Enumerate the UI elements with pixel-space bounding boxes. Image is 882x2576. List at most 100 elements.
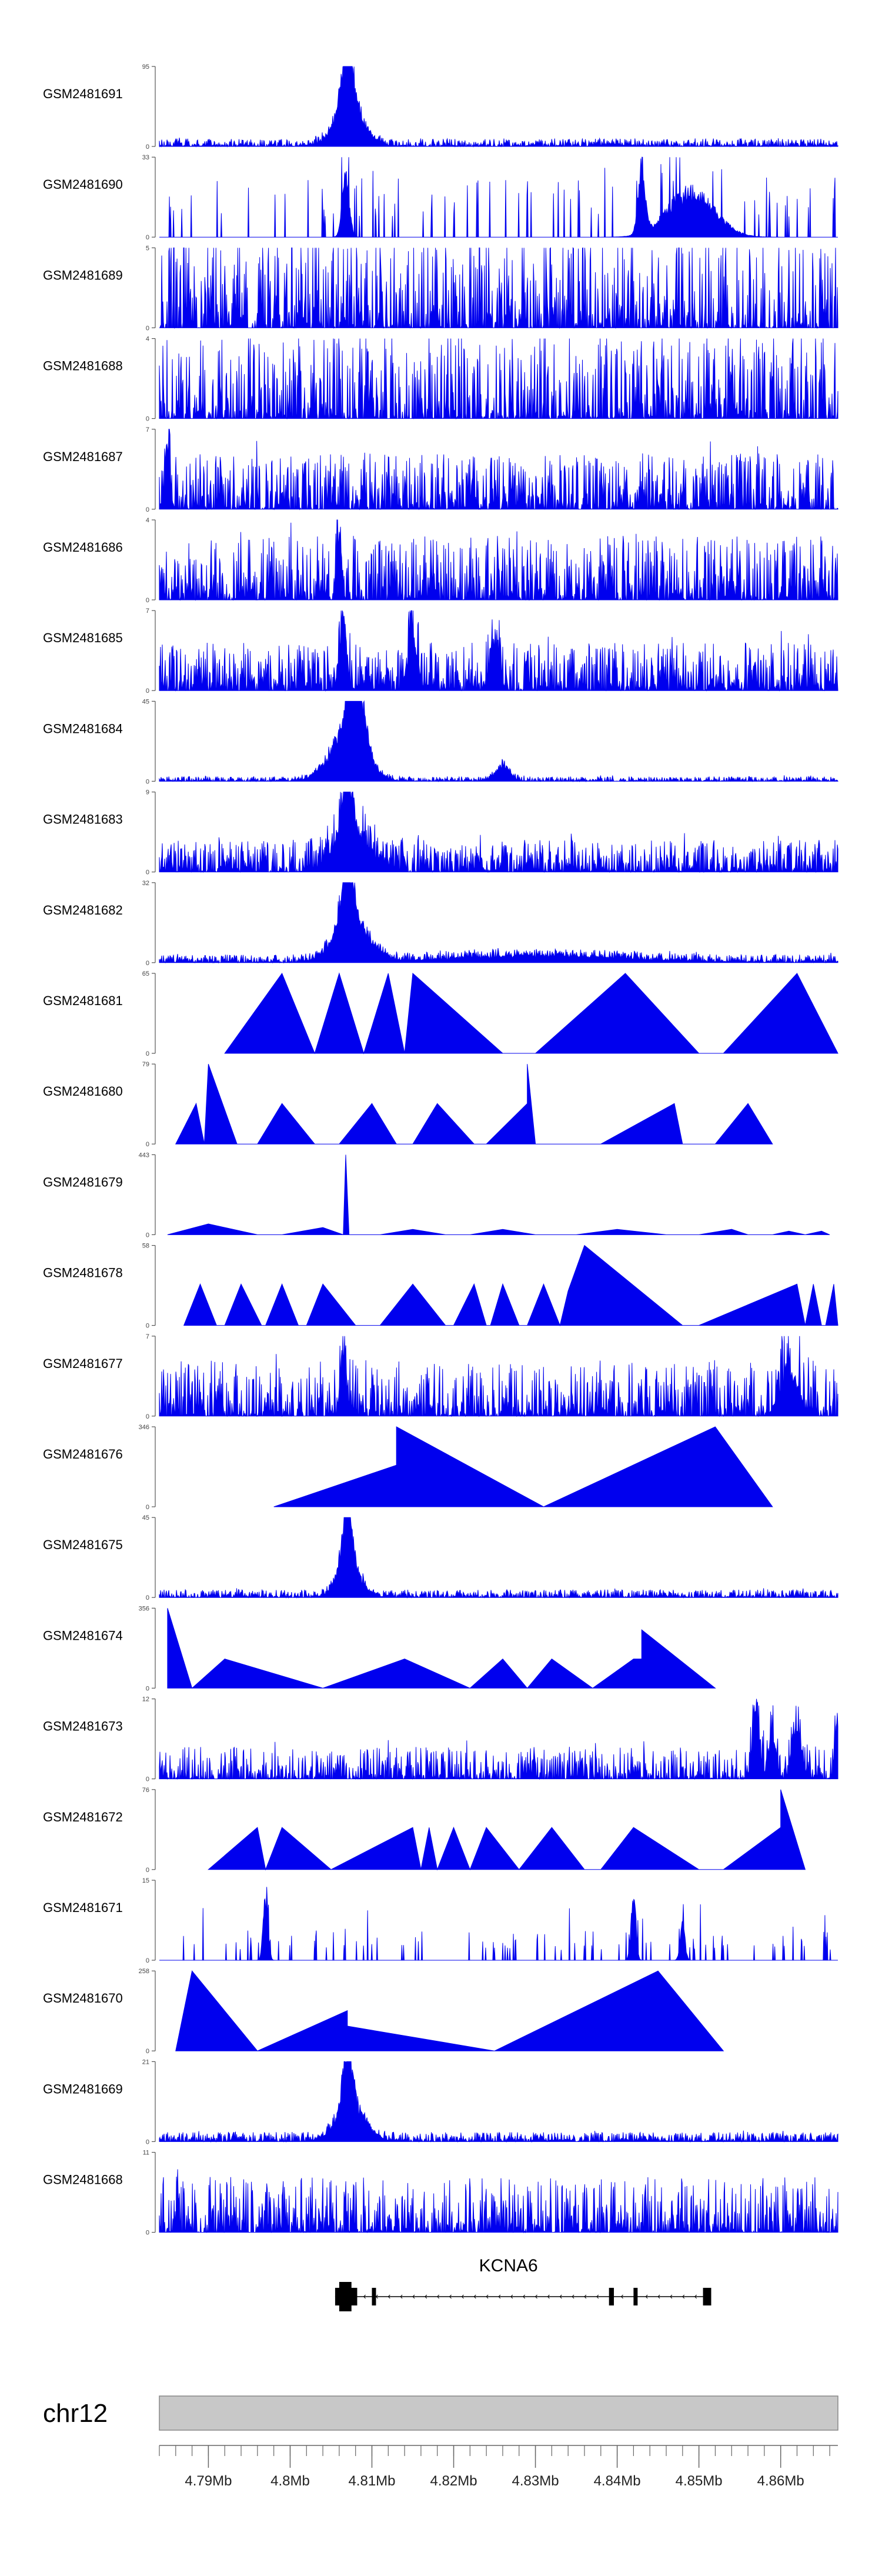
y-max-label: 76 <box>142 1787 149 1794</box>
track-label: GSM2481682 <box>43 903 123 917</box>
y-max-label: 443 <box>139 1152 149 1159</box>
coverage-area <box>159 2169 838 2234</box>
y-min-label: 0 <box>146 778 149 785</box>
y-max-label: 258 <box>139 1968 149 1975</box>
coverage-area <box>159 429 838 510</box>
strand-arrow <box>559 2294 562 2299</box>
x-tick-label: 4.79Mb <box>185 2473 232 2489</box>
strand-arrow <box>449 2294 452 2299</box>
track-label: GSM2481681 <box>43 993 123 1008</box>
y-min-label: 0 <box>146 1867 149 1874</box>
y-max-label: 32 <box>142 880 149 887</box>
coverage-area <box>159 610 838 692</box>
track-GSM2481685: GSM2481685 7 0 <box>43 608 838 695</box>
y-min-label: 0 <box>146 688 149 695</box>
track-GSM2481690: GSM2481690 33 0 <box>43 154 838 241</box>
y-max-label: 7 <box>146 426 149 433</box>
coverage-area <box>159 519 838 601</box>
strand-arrow <box>596 2294 599 2299</box>
strand-arrow <box>620 2294 623 2299</box>
y-max-label: 5 <box>146 245 149 252</box>
track-label: GSM2481671 <box>43 1900 123 1915</box>
track-GSM2481671: GSM2481671 15 0 <box>43 1877 838 1964</box>
track-label: GSM2481687 <box>43 449 123 464</box>
coverage-tracks: GSM2481691950GSM2481690330GSM248168950GS… <box>43 64 838 2237</box>
strand-arrow <box>425 2294 427 2299</box>
strand-arrow <box>412 2294 415 2299</box>
y-min-label: 0 <box>146 1141 149 1148</box>
track-label: GSM2481688 <box>43 359 123 373</box>
strand-arrow <box>375 2294 378 2299</box>
gene-model: KCNA6 <box>335 2256 711 2311</box>
strand-arrow <box>572 2294 574 2299</box>
track-GSM2481682: GSM2481682 32 0 <box>43 880 838 967</box>
track-GSM2481670: GSM2481670 258 0 <box>43 1968 724 2055</box>
track-GSM2481687: GSM2481687 7 0 <box>43 426 838 513</box>
strand-arrow <box>400 2294 403 2299</box>
coverage-area <box>159 792 838 873</box>
coverage-area <box>208 1789 806 1871</box>
gene-name: KCNA6 <box>479 2256 538 2275</box>
coverage-area <box>159 1887 838 1961</box>
track-GSM2481681: GSM2481681 65 0 <box>43 970 838 1057</box>
coverage-area <box>224 972 838 1055</box>
track-label: GSM2481677 <box>43 1356 123 1371</box>
y-min-label: 0 <box>146 960 149 967</box>
coverage-area <box>183 1244 838 1327</box>
y-min-label: 0 <box>146 234 149 241</box>
y-min-label: 0 <box>146 1504 149 1511</box>
track-GSM2481676: GSM2481676 346 0 <box>43 1424 773 1511</box>
y-min-label: 0 <box>146 506 149 513</box>
track-label: GSM2481683 <box>43 812 123 827</box>
y-max-label: 95 <box>142 64 149 71</box>
y-max-label: 7 <box>146 1333 149 1340</box>
track-GSM2481679: GSM2481679 443 0 <box>43 1152 830 1239</box>
y-max-label: 7 <box>146 608 149 615</box>
strand-arrow <box>657 2294 660 2299</box>
coverage-area <box>159 66 838 148</box>
track-GSM2481686: GSM2481686 4 0 <box>43 517 838 604</box>
track-GSM2481673: GSM2481673 12 0 <box>43 1696 838 1783</box>
track-label: GSM2481672 <box>43 1810 123 1824</box>
y-min-label: 0 <box>146 869 149 876</box>
x-tick-label: 4.84Mb <box>594 2473 641 2489</box>
strand-arrow <box>510 2294 513 2299</box>
y-max-label: 45 <box>142 1514 149 1521</box>
track-label: GSM2481675 <box>43 1537 123 1552</box>
track-GSM2481680: GSM2481680 79 0 <box>43 1061 773 1148</box>
strand-arrow <box>682 2294 685 2299</box>
track-label: GSM2481673 <box>43 1719 123 1734</box>
coverage-area <box>159 156 838 238</box>
y-min-label: 0 <box>146 1685 149 1692</box>
coverage-area <box>159 338 838 420</box>
track-label: GSM2481686 <box>43 540 123 555</box>
y-min-label: 0 <box>146 597 149 604</box>
y-max-label: 356 <box>139 1605 149 1612</box>
strand-arrow <box>437 2294 440 2299</box>
coverage-area <box>159 1336 838 1417</box>
y-max-label: 12 <box>142 1696 149 1703</box>
y-max-label: 346 <box>139 1424 149 1431</box>
x-tick-label: 4.82Mb <box>430 2473 477 2489</box>
gene-exon <box>372 2288 376 2305</box>
strand-arrow <box>486 2294 489 2299</box>
coverage-area <box>159 882 838 964</box>
track-label: GSM2481685 <box>43 630 123 645</box>
track-label: GSM2481689 <box>43 268 123 282</box>
coverage-area <box>175 1064 773 1144</box>
chromosome-ideogram <box>159 2395 838 2431</box>
y-min-label: 0 <box>146 2230 149 2237</box>
coverage-area <box>159 1699 838 1780</box>
strand-arrow <box>387 2294 390 2299</box>
strand-arrow <box>584 2294 587 2299</box>
strand-arrow <box>645 2294 648 2299</box>
coverage-area <box>273 1426 773 1507</box>
x-tick-label: 4.81Mb <box>348 2473 395 2489</box>
strand-arrow <box>363 2294 366 2299</box>
track-label: GSM2481668 <box>43 2173 123 2187</box>
coverage-area <box>159 2061 838 2143</box>
chromosome-axis: chr12 4.79Mb 4.8Mb 4.81Mb 4.82Mb 4.83Mb 4.84Mb… <box>43 2395 838 2489</box>
track-label: GSM2481678 <box>43 1266 123 1280</box>
y-max-label: 11 <box>143 2150 149 2157</box>
